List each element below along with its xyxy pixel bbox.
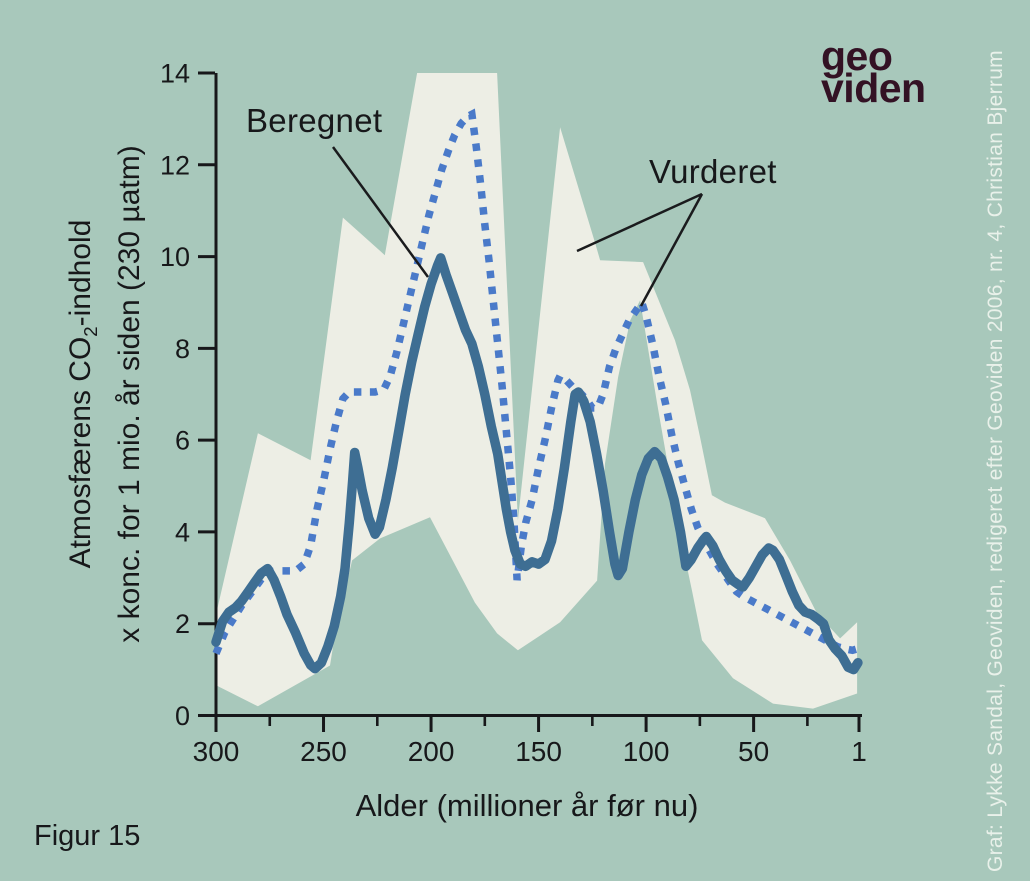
y-tick-label: 2 bbox=[175, 609, 190, 639]
y-tick-label: 0 bbox=[175, 701, 190, 731]
y-tick-label: 4 bbox=[175, 517, 190, 547]
geoviden-logo: geo viden bbox=[821, 36, 926, 109]
beregnet-solid-line bbox=[211, 253, 863, 675]
annotation-pointer-line bbox=[331, 146, 430, 278]
x-tick-label: 250 bbox=[300, 736, 347, 767]
x-tick-label: 200 bbox=[408, 736, 455, 767]
y-tick-label: 12 bbox=[160, 150, 190, 180]
figure-caption: Figur 15 bbox=[34, 820, 141, 852]
x-tick-label: 150 bbox=[515, 736, 562, 767]
y-tick-label: 10 bbox=[160, 242, 190, 272]
logo-line-geo: geo bbox=[821, 33, 893, 79]
co2-subscript: 2 bbox=[80, 326, 101, 337]
y-tick-label: 8 bbox=[175, 334, 190, 364]
annotation-pointer-line bbox=[576, 192, 703, 253]
y-axis-label: Atmosfærens CO2-indhold x konc. for 1 mi… bbox=[61, 14, 146, 774]
y-tick-label: 6 bbox=[175, 426, 190, 456]
vurderet-series-label: Vurderet bbox=[649, 153, 777, 190]
x-tick-label: 1 bbox=[851, 736, 867, 767]
annotation-pointer-line bbox=[639, 193, 704, 307]
x-tick-label: 50 bbox=[738, 736, 769, 767]
y-tick-label: 14 bbox=[160, 59, 190, 89]
y-axis-label-line2: x konc. for 1 mio. år siden (230 µatm) bbox=[113, 145, 146, 643]
logo-line-viden: viden bbox=[821, 65, 926, 111]
x-axis-label: Alder (millioner år før nu) bbox=[355, 788, 699, 823]
y-axis-label-line1: Atmosfærens CO2-indhold bbox=[64, 219, 101, 569]
credit-line: Graf: Lykke Sandal, Geoviden, redigeret … bbox=[984, 50, 1007, 872]
beregnet-series-label: Beregnet bbox=[246, 102, 383, 139]
x-tick-label: 100 bbox=[623, 736, 670, 767]
x-tick-label: 300 bbox=[193, 736, 240, 767]
